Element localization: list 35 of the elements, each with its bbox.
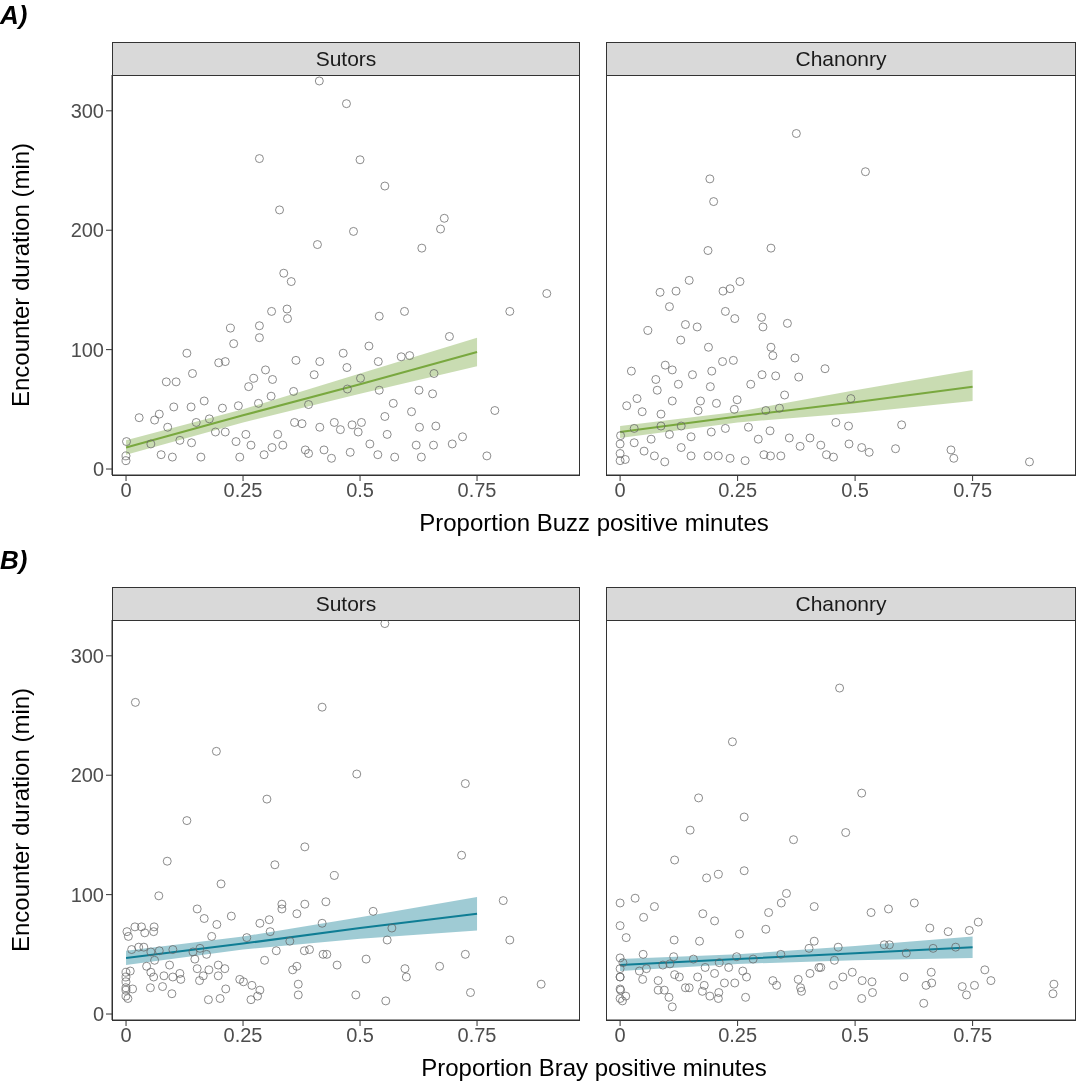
- x-tick-label: 0.75: [953, 479, 993, 502]
- x-tick-label: 0.75: [953, 1024, 993, 1047]
- chart-title: Sutors: [112, 587, 580, 621]
- x-axis-title: Proportion Bray positive minutes: [420, 1054, 768, 1082]
- y-tick-label: 200: [70, 764, 104, 787]
- y-tick-label: 100: [70, 338, 104, 361]
- chart-title: Chanonry: [606, 42, 1076, 76]
- text: B): [0, 545, 28, 576]
- x-tick-label: 0.25: [718, 1024, 758, 1047]
- text: A): [0, 0, 28, 31]
- x-tick-label: 0: [614, 479, 626, 502]
- y-tick-label: 300: [70, 644, 104, 667]
- x-tick-label: 0.5: [841, 479, 870, 502]
- y-tick-label: 300: [70, 99, 104, 122]
- y-tick-label: 100: [70, 883, 104, 906]
- y-axis-title: Encounter duration (min): [6, 142, 34, 408]
- x-axis-title: Proportion Buzz positive minutes: [418, 509, 770, 537]
- y-axis-title: Encounter duration (min): [6, 687, 34, 953]
- x-tick-label: 0.75: [457, 1024, 497, 1047]
- x-tick-label: 0.5: [841, 1024, 870, 1047]
- x-tick-label: 0.5: [346, 479, 374, 502]
- chart-title: Chanonry: [606, 587, 1076, 621]
- x-tick-label: 0: [614, 1024, 626, 1047]
- x-tick-label: 0: [120, 479, 132, 502]
- x-tick-label: 0: [120, 1024, 132, 1047]
- x-tick-label: 0.75: [457, 479, 497, 502]
- y-tick-label: 0: [92, 1003, 104, 1026]
- x-tick-label: 0.5: [346, 1024, 374, 1047]
- x-tick-label: 0.25: [223, 479, 263, 502]
- y-tick-label: 200: [70, 219, 104, 242]
- y-tick-label: 0: [92, 458, 104, 481]
- chart-title: Sutors: [112, 42, 580, 76]
- x-tick-label: 0.25: [718, 479, 758, 502]
- x-tick-label: 0.25: [223, 1024, 263, 1047]
- line-series: [125, 912, 479, 959]
